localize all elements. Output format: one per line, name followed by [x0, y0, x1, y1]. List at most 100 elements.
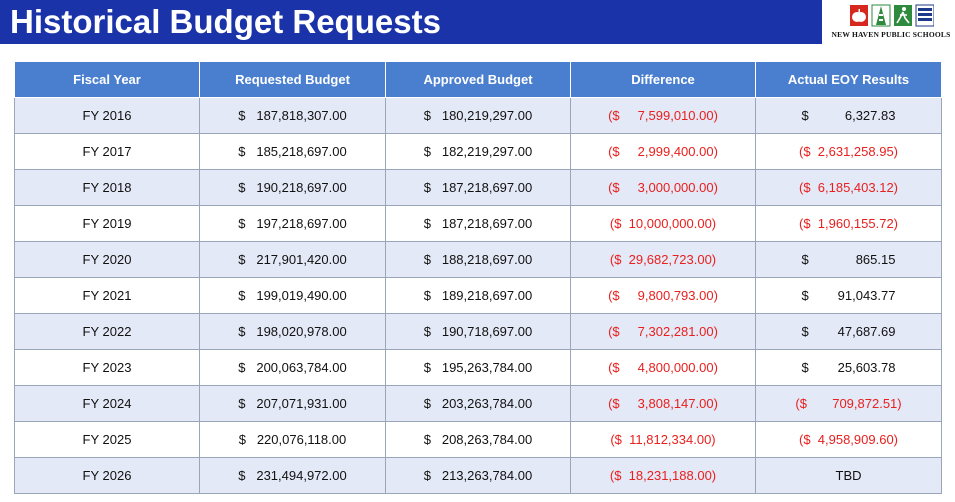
cell-approved-budget-value: $ 208,263,784.00: [423, 432, 533, 447]
header-difference: Difference: [570, 61, 756, 98]
cell-actual-eoy: ($ 2,631,258.95): [755, 133, 942, 170]
cell-approved-budget-value: $ 187,218,697.00: [423, 180, 533, 195]
cell-requested-budget: $ 199,019,490.00: [199, 277, 386, 314]
cell-actual-eoy-value: TBD: [835, 468, 862, 483]
cell-requested-budget: $ 197,218,697.00: [199, 205, 386, 242]
cell-fiscal-year: FY 2018: [14, 169, 200, 206]
cell-difference-value: ($ 11,812,334.00): [610, 432, 716, 447]
cell-fiscal-year-value: FY 2025: [82, 432, 132, 447]
table-body: FY 2016 $ 187,818,307.00 $ 180,219,297.00 (…: [14, 97, 942, 494]
cell-actual-eoy: $ 25,603.78: [755, 349, 942, 386]
cell-difference-value: ($ 2,999,400.00): [608, 144, 718, 159]
cell-requested-budget-value: $ 198,020,978.00: [238, 324, 347, 339]
cell-actual-eoy-value: $ 865.15: [801, 252, 896, 267]
cell-actual-eoy: ($ 4,958,909.60): [755, 421, 942, 458]
cell-approved-budget: $ 188,218,697.00: [385, 241, 571, 278]
cell-approved-budget-value: $ 180,219,297.00: [423, 108, 533, 123]
header-approved-budget: Approved Budget: [385, 61, 571, 98]
cell-approved-budget-value: $ 189,218,697.00: [423, 288, 533, 303]
table-row: FY 2019 $ 197,218,697.00 $ 187,218,697.00 (…: [14, 205, 942, 242]
table-row: FY 2016 $ 187,818,307.00 $ 180,219,297.00 (…: [14, 97, 942, 134]
cell-fiscal-year-value: FY 2021: [82, 288, 132, 303]
cell-difference-value: ($ 18,231,188.00): [609, 468, 717, 483]
cell-actual-eoy: $ 47,687.69: [755, 313, 942, 350]
cell-fiscal-year: FY 2025: [14, 421, 200, 458]
table-row: FY 2022 $ 198,020,978.00 $ 190,718,697.00 (…: [14, 313, 942, 350]
cell-actual-eoy-value: ($ 709,872.51): [795, 396, 902, 411]
cell-difference-value: ($ 29,682,723.00): [609, 252, 717, 267]
cell-requested-budget-value: $ 185,218,697.00: [238, 144, 347, 159]
cell-approved-budget: $ 190,718,697.00: [385, 313, 571, 350]
cell-actual-eoy-value: $ 25,603.78: [801, 360, 896, 375]
cell-requested-budget-value: $ 231,494,972.00: [238, 468, 347, 483]
table-row: FY 2025 $ 220,076,118.00 $ 208,263,784.00 (…: [14, 421, 942, 458]
cell-fiscal-year: FY 2023: [14, 349, 200, 386]
cell-difference: ($ 9,800,793.00): [570, 277, 756, 314]
cell-approved-budget: $ 182,219,297.00: [385, 133, 571, 170]
cell-requested-budget-value: $ 200,063,784.00: [238, 360, 347, 375]
header-actual-eoy-results: Actual EOY Results: [755, 61, 942, 98]
cell-fiscal-year: FY 2024: [14, 385, 200, 422]
cell-difference-value: ($ 3,808,147.00): [608, 396, 718, 411]
cell-actual-eoy-value: $ 91,043.77: [801, 288, 896, 303]
cell-requested-budget-value: $ 199,019,490.00: [238, 288, 347, 303]
cell-difference: ($ 2,999,400.00): [570, 133, 756, 170]
cell-difference-value: ($ 9,800,793.00): [608, 288, 718, 303]
cell-requested-budget: $ 187,818,307.00: [199, 97, 386, 134]
cell-approved-budget-value: $ 190,718,697.00: [423, 324, 533, 339]
cell-fiscal-year-value: FY 2024: [82, 396, 132, 411]
cell-actual-eoy: ($ 1,960,155.72): [755, 205, 942, 242]
cell-fiscal-year-value: FY 2026: [82, 468, 132, 483]
cell-approved-budget: $ 203,263,784.00: [385, 385, 571, 422]
cell-approved-budget: $ 195,263,784.00: [385, 349, 571, 386]
cell-difference: ($ 4,800,000.00): [570, 349, 756, 386]
cell-fiscal-year: FY 2026: [14, 457, 200, 494]
cell-difference: ($ 18,231,188.00): [570, 457, 756, 494]
cell-approved-budget-value: $ 195,263,784.00: [423, 360, 533, 375]
cell-actual-eoy: ($ 6,185,403.12): [755, 169, 942, 206]
cell-requested-budget: $ 231,494,972.00: [199, 457, 386, 494]
cell-fiscal-year-value: FY 2019: [82, 216, 132, 231]
cell-difference: ($ 7,599,010.00): [570, 97, 756, 134]
cell-approved-budget: $ 213,263,784.00: [385, 457, 571, 494]
cell-difference-value: ($ 10,000,000.00): [609, 216, 717, 231]
cell-fiscal-year: FY 2021: [14, 277, 200, 314]
table-header-row: Fiscal Year Requested Budget Approved Bu…: [14, 61, 942, 98]
cell-difference-value: ($ 4,800,000.00): [608, 360, 718, 375]
cell-requested-budget-value: $ 187,818,307.00: [238, 108, 347, 123]
cell-approved-budget: $ 189,218,697.00: [385, 277, 571, 314]
cell-fiscal-year-value: FY 2022: [82, 324, 132, 339]
cell-fiscal-year: FY 2022: [14, 313, 200, 350]
cell-requested-budget-value: $ 190,218,697.00: [238, 180, 347, 195]
cell-actual-eoy: $ 91,043.77: [755, 277, 942, 314]
cell-actual-eoy-value: ($ 4,958,909.60): [798, 432, 899, 447]
cell-difference: ($ 10,000,000.00): [570, 205, 756, 242]
cell-fiscal-year: FY 2019: [14, 205, 200, 242]
cell-actual-eoy-value: ($ 2,631,258.95): [798, 144, 899, 159]
cell-requested-budget: $ 217,901,420.00: [199, 241, 386, 278]
cell-approved-budget: $ 208,263,784.00: [385, 421, 571, 458]
cell-approved-budget: $ 187,218,697.00: [385, 169, 571, 206]
tower-icon: [871, 4, 891, 27]
cell-difference: ($ 11,812,334.00): [570, 421, 756, 458]
cell-difference: ($ 29,682,723.00): [570, 241, 756, 278]
budget-table: Fiscal Year Requested Budget Approved Bu…: [14, 61, 942, 494]
cell-actual-eoy-value: ($ 6,185,403.12): [798, 180, 899, 195]
table-row: FY 2026 $ 231,494,972.00 $ 213,263,784.00 (…: [14, 457, 942, 494]
cell-approved-budget-value: $ 187,218,697.00: [423, 216, 533, 231]
cell-fiscal-year-value: FY 2023: [82, 360, 132, 375]
cell-actual-eoy: ($ 709,872.51): [755, 385, 942, 422]
cell-requested-budget: $ 198,020,978.00: [199, 313, 386, 350]
table-row: FY 2021 $ 199,019,490.00 $ 189,218,697.00 (…: [14, 277, 942, 314]
cell-requested-budget-value: $ 207,071,931.00: [238, 396, 347, 411]
cell-difference: ($ 3,808,147.00): [570, 385, 756, 422]
cell-fiscal-year: FY 2020: [14, 241, 200, 278]
cell-difference: ($ 3,000,000.00): [570, 169, 756, 206]
cell-requested-budget-value: $ 220,076,118.00: [238, 432, 347, 447]
cell-actual-eoy: $ 865.15: [755, 241, 942, 278]
cell-fiscal-year-value: FY 2016: [82, 108, 132, 123]
cell-actual-eoy: $ 6,327.83: [755, 97, 942, 134]
page-title: Historical Budget Requests: [10, 3, 441, 40]
cell-requested-budget: $ 200,063,784.00: [199, 349, 386, 386]
cell-difference-value: ($ 3,000,000.00): [608, 180, 718, 195]
